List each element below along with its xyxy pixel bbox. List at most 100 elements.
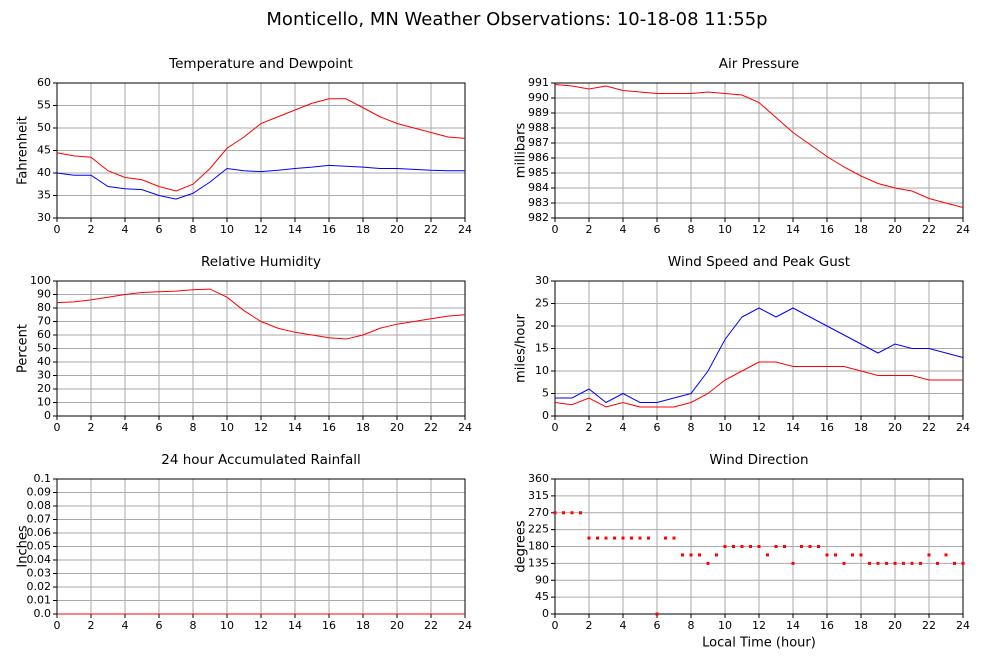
y-tick-label: 0.0 (34, 607, 52, 620)
x-tick-label: 2 (586, 223, 593, 236)
x-tick-label: 14 (786, 421, 800, 434)
x-tick-label: 10 (718, 223, 732, 236)
x-tick-label: 16 (322, 619, 336, 632)
x-tick-label: 8 (190, 223, 197, 236)
x-tick-label: 24 (956, 421, 970, 434)
x-tick-label: 0 (54, 223, 61, 236)
x-tick-label: 24 (956, 223, 970, 236)
x-tick-label: 4 (122, 421, 129, 434)
x-tick-label: 16 (820, 421, 834, 434)
x-tick-label: 18 (854, 223, 868, 236)
x-tick-label: 20 (390, 421, 404, 434)
x-tick-label: 12 (254, 223, 268, 236)
plot-frame (554, 280, 964, 417)
y-tick-label: 0.01 (27, 594, 52, 607)
x-tick-label: 12 (752, 223, 766, 236)
x-tick-label: 12 (752, 421, 766, 434)
y-tick-label: 10 (37, 396, 51, 409)
y-tick-label: 0 (542, 409, 549, 422)
point (587, 536, 591, 540)
y-axis-label: Percent (16, 324, 31, 373)
y-tick-label: 90 (37, 288, 51, 301)
plot-frame (56, 82, 466, 219)
y-tick-label: 10 (535, 364, 549, 377)
x-tick-label: 24 (458, 421, 472, 434)
y-tick-label: 984 (528, 181, 549, 194)
y-tick-label: 991 (528, 76, 549, 89)
x-tick-label: 18 (356, 619, 370, 632)
x-tick-label: 12 (752, 619, 766, 632)
y-tick-label: 60 (37, 328, 51, 341)
point (842, 561, 846, 565)
x-tick-label: 18 (356, 223, 370, 236)
x-tick-label: 2 (586, 619, 593, 632)
x-tick-label: 8 (190, 421, 197, 434)
point (732, 545, 735, 548)
x-tick-label: 8 (190, 619, 197, 632)
point (579, 511, 582, 515)
y-tick-label: 50 (37, 121, 51, 134)
x-tick-label: 10 (220, 421, 234, 434)
x-tick-label: 14 (288, 223, 302, 236)
y-tick-label: 100 (30, 274, 51, 287)
x-tick-label: 20 (390, 223, 404, 236)
x-tick-label: 18 (854, 619, 868, 632)
x-axis-label: Local Time (hour) (702, 636, 816, 651)
x-tick-label: 10 (718, 619, 732, 632)
point (893, 561, 897, 565)
x-tick-label: 16 (820, 223, 834, 236)
panel-title: Wind Direction (709, 452, 808, 468)
panel-title: Wind Speed and Peak Gust (668, 254, 850, 270)
y-tick-label: 315 (528, 489, 549, 502)
y-tick-label: 360 (528, 472, 549, 485)
point (604, 536, 608, 540)
point (927, 553, 931, 557)
x-tick-label: 10 (718, 421, 732, 434)
x-tick-label: 22 (922, 223, 936, 236)
y-tick-label: 983 (528, 196, 549, 209)
y-tick-label: 90 (535, 573, 549, 586)
point (706, 561, 710, 565)
point (817, 545, 820, 548)
x-tick-label: 6 (654, 223, 661, 236)
x-tick-label: 2 (88, 619, 95, 632)
x-tick-label: 16 (820, 619, 834, 632)
y-tick-label: 0 (44, 409, 51, 422)
point (621, 536, 625, 540)
point (808, 545, 812, 548)
y-tick-label: 0.1 (34, 472, 52, 485)
y-tick-label: 0.03 (27, 567, 52, 580)
x-tick-label: 22 (424, 421, 438, 434)
x-tick-label: 18 (854, 421, 868, 434)
x-tick-label: 6 (156, 223, 163, 236)
x-tick-label: 16 (322, 421, 336, 434)
x-tick-label: 12 (254, 421, 268, 434)
point (689, 553, 693, 557)
panel-title: Relative Humidity (201, 254, 321, 270)
series-line (56, 164, 465, 200)
x-tick-label: 12 (254, 619, 268, 632)
point (723, 545, 727, 548)
point (936, 561, 939, 565)
x-tick-label: 0 (552, 223, 559, 236)
y-tick-label: 45 (37, 144, 51, 157)
x-tick-label: 2 (88, 223, 95, 236)
x-tick-label: 20 (888, 619, 902, 632)
x-tick-label: 6 (654, 421, 661, 434)
x-tick-label: 22 (424, 619, 438, 632)
point (757, 545, 761, 548)
x-tick-label: 0 (552, 421, 559, 434)
point (961, 561, 965, 565)
point (698, 553, 701, 557)
panel-title: Air Pressure (719, 56, 799, 72)
x-tick-label: 4 (122, 223, 129, 236)
y-tick-label: 0.06 (27, 526, 52, 539)
x-tick-label: 8 (688, 223, 695, 236)
x-tick-label: 6 (156, 619, 163, 632)
series-line (56, 288, 466, 340)
point (791, 561, 795, 565)
y-tick-label: 0.04 (27, 553, 52, 566)
y-tick-label: 0.09 (27, 486, 52, 499)
point (783, 545, 786, 548)
